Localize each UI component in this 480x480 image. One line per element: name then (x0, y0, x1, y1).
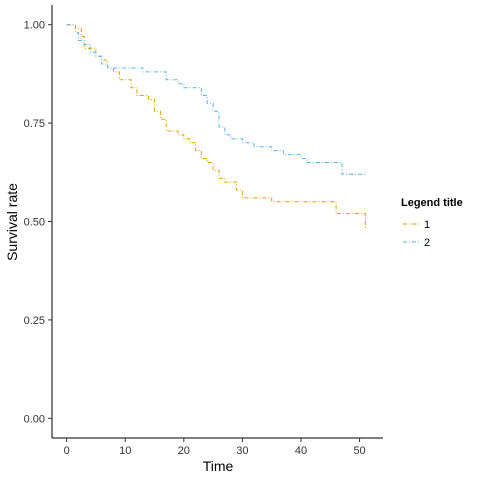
x-tick-label: 40 (295, 445, 307, 457)
y-tick-label: 0.75 (24, 118, 45, 130)
y-tick-label: 0.00 (24, 413, 45, 425)
y-axis-ticks: 0.00 0.25 0.50 0.75 1.00 (24, 20, 52, 425)
y-axis-title: Survival rate (4, 183, 20, 261)
x-tick-label: 30 (236, 445, 248, 457)
plot-series-group (66, 24, 366, 230)
x-axis-title: Time (203, 458, 234, 474)
series-2-line (66, 24, 366, 175)
y-tick-label: 0.50 (24, 217, 45, 229)
legend-label-2: 2 (424, 237, 430, 249)
legend-title: Legend title (401, 197, 463, 209)
legend: Legend title 1 2 (401, 197, 463, 249)
x-tick-label: 50 (353, 445, 365, 457)
x-tick-label: 20 (178, 445, 190, 457)
x-tick-label: 0 (64, 445, 70, 457)
y-tick-label: 1.00 (24, 20, 45, 32)
y-tick-label: 0.25 (24, 315, 45, 327)
x-axis-ticks: 0 10 20 30 40 50 (64, 438, 366, 457)
legend-label-1: 1 (424, 219, 430, 231)
x-tick-label: 10 (119, 445, 131, 457)
